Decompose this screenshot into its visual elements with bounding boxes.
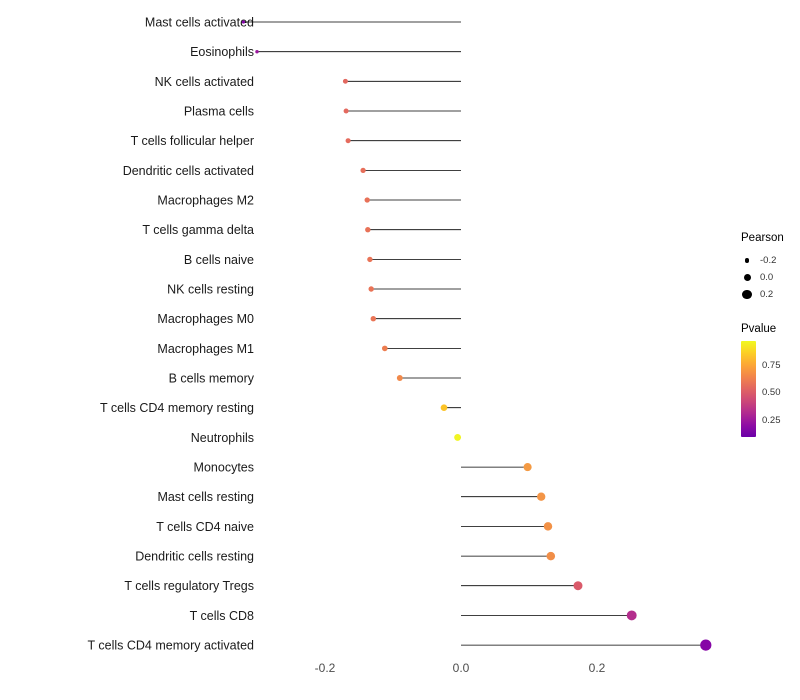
row-label: Macrophages M1 <box>157 342 254 356</box>
row-label: T cells CD4 memory resting <box>100 401 254 415</box>
lollipop-dot <box>364 197 370 203</box>
lollipop-dot <box>396 375 403 381</box>
lollipop-dot <box>537 492 546 501</box>
lollipop-dot <box>241 20 245 24</box>
pvalue-tick-label: 0.25 <box>762 415 781 426</box>
row-label: B cells memory <box>169 372 255 386</box>
lollipop-dot <box>440 404 448 412</box>
size-legend-dot-box <box>741 272 753 284</box>
lollipop-dot <box>360 167 366 174</box>
size-legend-label: 0.2 <box>760 289 774 300</box>
row-label: Mast cells resting <box>157 490 254 504</box>
row-label: NK cells activated <box>155 75 254 89</box>
lollipop-dot <box>573 581 583 591</box>
x-tick-label: -0.2 <box>315 661 336 675</box>
row-label: T cells CD4 memory activated <box>88 639 255 653</box>
x-tick-label: 0.2 <box>589 661 606 675</box>
size-legend-title: Pearson <box>741 232 784 244</box>
x-tick-label: 0.0 <box>453 661 470 675</box>
row-label: Monocytes <box>194 461 254 475</box>
row-label: Plasma cells <box>184 105 254 119</box>
lollipop-dot <box>543 522 553 531</box>
row-label: T cells CD8 <box>190 609 254 623</box>
lollipop-dot <box>343 108 349 114</box>
pvalue-colorbar-wrap: 0.75 0.50 0.25 <box>741 341 800 441</box>
lollipop-dot <box>342 78 348 84</box>
row-label: T cells CD4 naive <box>156 520 254 534</box>
lollipop-dot <box>368 286 374 292</box>
size-legend-label: 0.0 <box>760 272 774 283</box>
lollipop-dot <box>381 345 388 352</box>
lollipop-dot <box>700 639 712 651</box>
size-legend-entry: 0.2 <box>741 286 800 303</box>
color-legend-title: Pvalue <box>741 323 777 335</box>
lollipop-dot <box>370 315 377 322</box>
pvalue-tick-label: 0.50 <box>762 387 781 398</box>
row-label: Eosinophils <box>190 45 254 59</box>
lollipop-dot <box>454 433 462 441</box>
row-label: Macrophages M2 <box>157 194 254 208</box>
row-label: T cells follicular helper <box>131 134 254 148</box>
lollipop-dot <box>546 551 556 561</box>
row-label: Neutrophils <box>191 431 254 445</box>
row-label: B cells naive <box>184 253 254 267</box>
lollipop-dot <box>365 227 371 233</box>
row-label: T cells regulatory Tregs <box>124 579 254 593</box>
legend-panel: Pearson -0.2 0.0 0.2 Pvalue 0.75 0.50 0.25 <box>741 232 800 441</box>
row-label: NK cells resting <box>167 283 254 297</box>
size-legend-label: -0.2 <box>760 255 777 266</box>
size-legend-entries: -0.2 0.0 0.2 <box>741 252 800 303</box>
row-label: T cells gamma delta <box>142 223 254 237</box>
size-legend-dot <box>743 274 751 281</box>
row-label: Dendritic cells activated <box>123 164 254 178</box>
lollipop-dot <box>523 463 532 472</box>
lollipop-dot <box>367 256 373 263</box>
size-legend-entry: -0.2 <box>741 252 800 269</box>
lollipop-dot <box>255 49 259 54</box>
pvalue-colorbar <box>741 341 756 437</box>
size-legend-dot-box <box>741 255 753 267</box>
size-legend-entry: 0.0 <box>741 269 800 286</box>
lollipop-dot <box>626 610 637 621</box>
lollipop-dot <box>345 138 351 144</box>
size-legend-dot-box <box>741 289 753 301</box>
row-label: Dendritic cells resting <box>135 550 254 564</box>
row-label: Macrophages M0 <box>157 312 254 326</box>
row-label: Mast cells activated <box>145 16 254 30</box>
size-legend-dot <box>742 289 752 300</box>
pvalue-tick-label: 0.75 <box>762 360 781 371</box>
size-legend-dot <box>744 258 750 263</box>
